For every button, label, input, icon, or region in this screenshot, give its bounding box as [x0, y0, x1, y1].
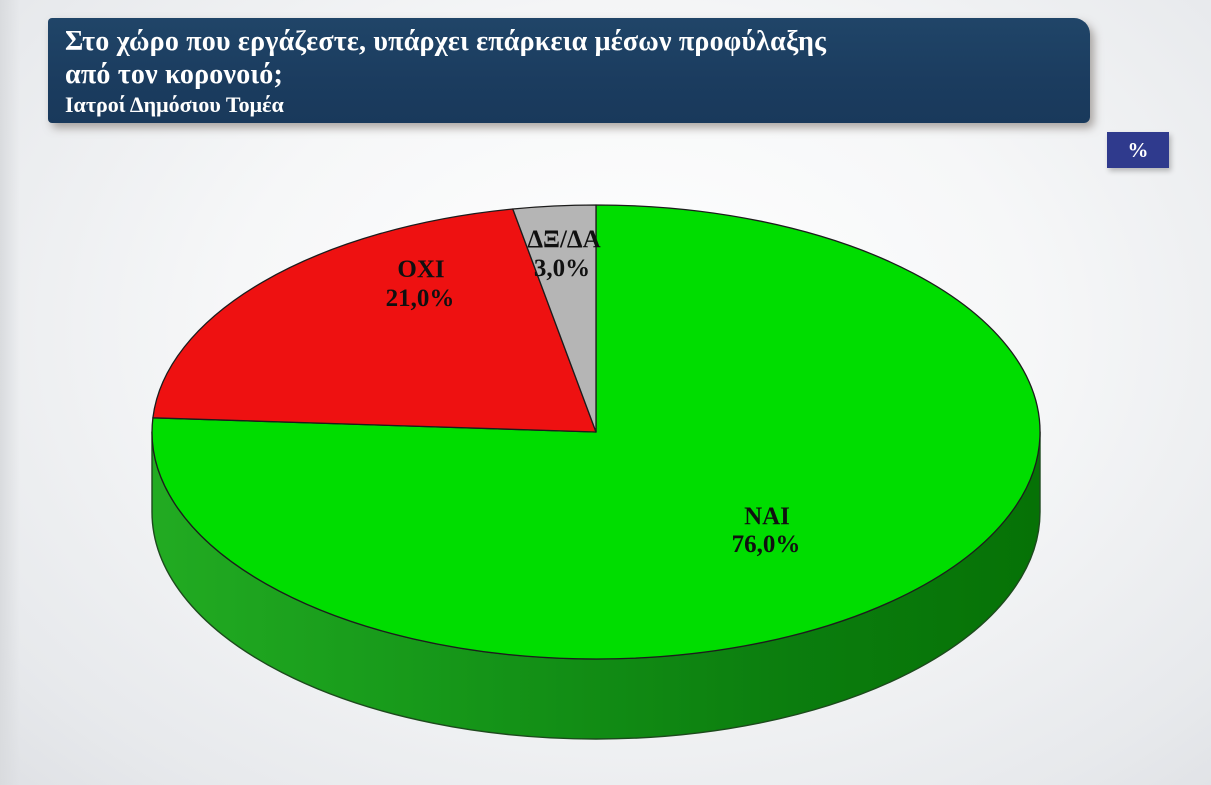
slice-value-dxda: 3,0%	[534, 255, 590, 282]
slice-label-dxda: ΔΞ/ΔΑ	[527, 226, 600, 253]
percent-unit-label: %	[1127, 137, 1149, 162]
slice-value-oxi: 21,0%	[386, 285, 455, 312]
question-subtitle: Ιατροί Δημόσιου Τομέα	[65, 92, 284, 117]
slice-label-oxi: ΟΧΙ	[397, 256, 444, 283]
question-title-bar: Στο χώρο που εργάζεστε, υπάρχει επάρκεια…	[48, 18, 1090, 123]
pie-slice-oxi	[152, 208, 597, 433]
slice-value-nai: 76,0%	[732, 531, 801, 558]
pie-slice-dxda	[512, 204, 597, 433]
slice-label-nai: ΝΑΙ	[744, 503, 790, 530]
question-title-line1: Στο χώρο που εργάζεστε, υπάρχει επάρκεια…	[65, 26, 827, 57]
left-edge-shading	[0, 0, 20, 785]
percent-unit-badge: %	[1107, 132, 1169, 168]
question-title-line2: από τον κορονοιό;	[65, 59, 284, 90]
